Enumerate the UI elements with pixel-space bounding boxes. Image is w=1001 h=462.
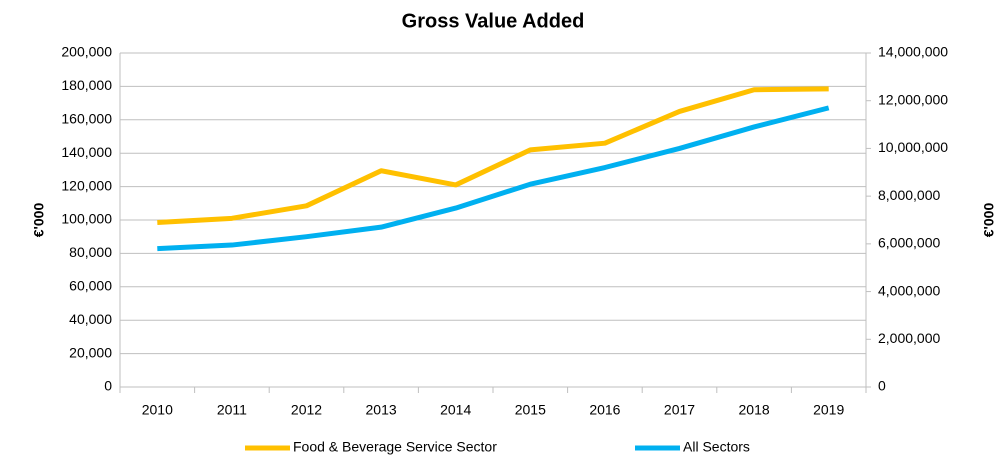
y-tick-label: 80,000 <box>69 244 112 260</box>
y2-tick-label: 2,000,000 <box>878 330 940 346</box>
y-tick-label: 140,000 <box>61 144 112 160</box>
y-tick-label: 100,000 <box>61 211 112 227</box>
legend-label: Food & Beverage Service Sector <box>293 439 497 455</box>
y-tick-label: 160,000 <box>61 111 112 127</box>
y2-tick-label: 14,000,000 <box>878 44 948 60</box>
y-tick-label: 200,000 <box>61 44 112 60</box>
y-tick-label: 20,000 <box>69 344 112 360</box>
y2-axis-title: €'000 <box>981 203 997 238</box>
x-tick-label: 2012 <box>291 402 322 418</box>
x-tick-label: 2014 <box>440 402 471 418</box>
x-tick-label: 2018 <box>739 402 770 418</box>
y2-tick-label: 6,000,000 <box>878 235 940 251</box>
legend-label: All Sectors <box>683 439 750 455</box>
y-tick-label: 0 <box>104 378 112 394</box>
x-tick-label: 2016 <box>589 402 620 418</box>
x-tick-label: 2010 <box>142 402 173 418</box>
y2-tick-label: 10,000,000 <box>878 139 948 155</box>
y-axis-title: €'000 <box>31 203 47 238</box>
x-tick-label: 2013 <box>366 402 397 418</box>
y-tick-label: 120,000 <box>61 177 112 193</box>
chart-title: Gross Value Added <box>402 10 585 32</box>
y-tick-label: 40,000 <box>69 311 112 327</box>
y-tick-label: 60,000 <box>69 278 112 294</box>
x-tick-label: 2015 <box>515 402 546 418</box>
series-line <box>157 86 829 226</box>
y2-tick-label: 8,000,000 <box>878 187 940 203</box>
series-line <box>157 105 830 252</box>
y2-tick-label: 4,000,000 <box>878 282 940 298</box>
y2-tick-label: 12,000,000 <box>878 91 948 107</box>
x-tick-label: 2019 <box>813 402 844 418</box>
y2-tick-label: 0 <box>878 378 886 394</box>
y-tick-label: 180,000 <box>61 77 112 93</box>
x-tick-label: 2017 <box>664 402 695 418</box>
x-tick-label: 2011 <box>217 402 247 418</box>
